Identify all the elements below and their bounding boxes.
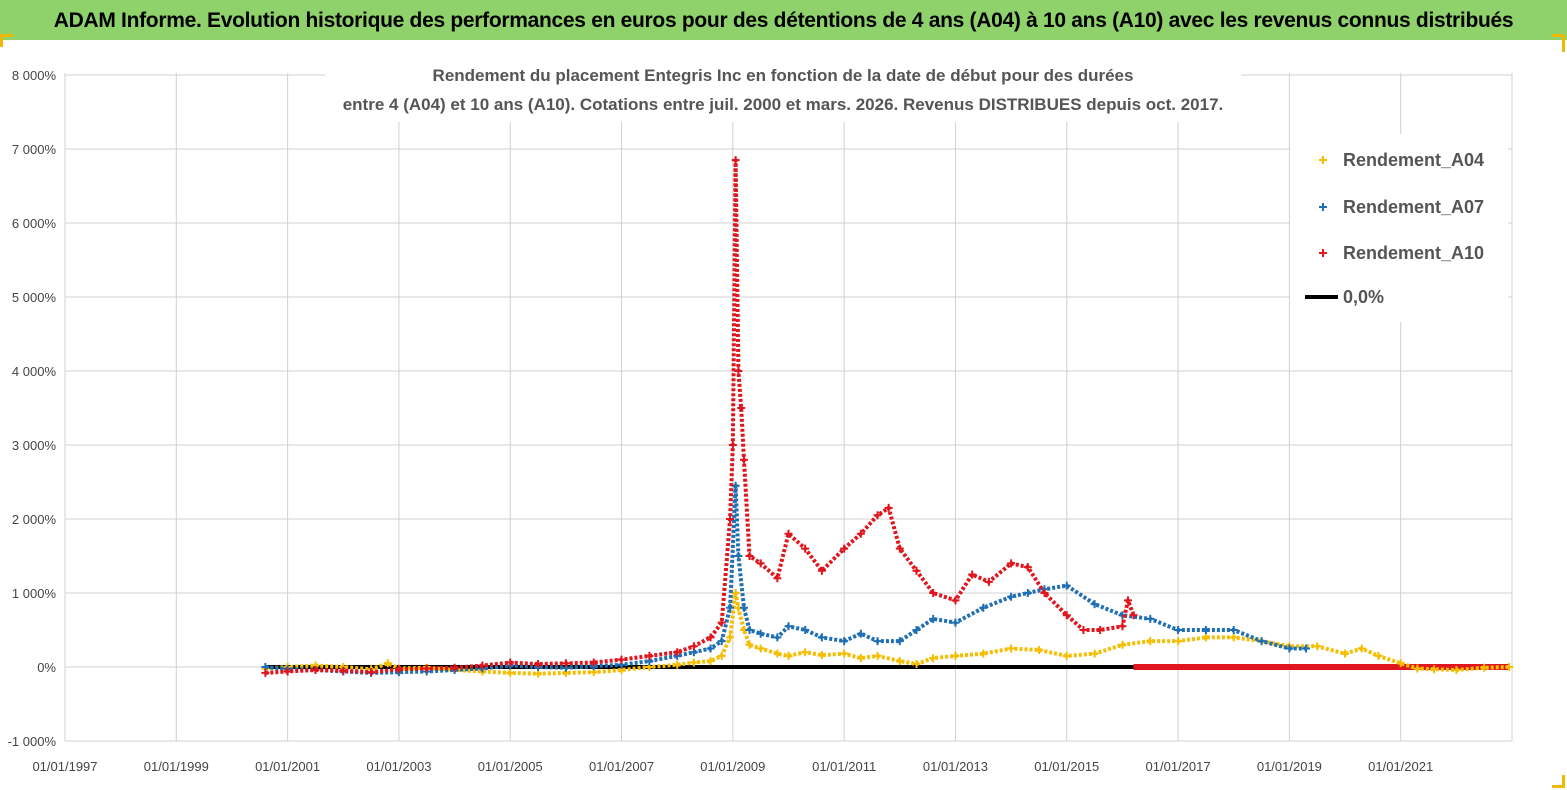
y-axis-labels: -1 000% 0% 1 000% 2 000% 3 000% 4 000% 5 000% 6… [8, 68, 57, 749]
x-tick-label: 01/01/2013 [923, 759, 988, 774]
x-tick-label: 01/01/2017 [1146, 759, 1211, 774]
y-tick-label: 8 000% [12, 68, 57, 83]
frame-corner [1562, 40, 1565, 52]
series-trace [265, 158, 1136, 675]
x-tick-label: 01/01/2019 [1257, 759, 1322, 774]
data-points [261, 156, 1514, 678]
legend-label: Rendement_A07 [1343, 197, 1484, 217]
x-tick-label: 01/01/1999 [144, 759, 209, 774]
frame-corner [1552, 775, 1565, 788]
legend-label: Rendement_A04 [1343, 150, 1484, 170]
x-tick-label: 01/01/2005 [478, 759, 543, 774]
x-tick-label: 01/01/2011 [812, 759, 876, 774]
series-trace [265, 591, 1510, 676]
x-tick-label: 01/01/2001 [255, 759, 320, 774]
series-rendement-a10 [261, 156, 1138, 677]
x-axis-labels: 01/01/1997 01/01/1999 01/01/2001 01/01/2003… [32, 759, 1433, 774]
y-tick-label: 6 000% [12, 216, 57, 231]
series-rendement-a07 [261, 481, 1311, 677]
title-banner [0, 0, 1567, 40]
y-tick-label: 5 000% [12, 290, 57, 305]
chart-title-box: Rendement du placement Entegris Inc en f… [325, 56, 1241, 122]
y-tick-label: 3 000% [12, 438, 57, 453]
chart-title-line1: Rendement du placement Entegris Inc en f… [433, 66, 1134, 85]
series-trace [265, 483, 1307, 675]
y-tick-label: 4 000% [12, 364, 57, 379]
legend-label: Rendement_A10 [1343, 243, 1484, 263]
x-tick-label: 01/01/1997 [32, 759, 97, 774]
y-tick-label: 2 000% [12, 512, 57, 527]
x-tick-label: 01/01/2015 [1034, 759, 1099, 774]
legend: Rendement_A04 Rendement_A07 Rendement_A10 0… [1290, 134, 1508, 322]
x-tick-label: 01/01/2003 [366, 759, 431, 774]
chart-title-line2: entre 4 (A04) et 10 ans (A10). Cotations… [343, 95, 1224, 114]
report-title: ADAM Informe. Evolution historique des p… [53, 9, 1514, 32]
y-tick-label: 7 000% [12, 142, 57, 157]
legend-label: 0,0% [1343, 287, 1384, 307]
y-tick-label: 0% [37, 660, 56, 675]
x-tick-label: 01/01/2009 [700, 759, 765, 774]
legend-marker [1319, 249, 1327, 257]
legend-marker [1319, 203, 1327, 211]
y-tick-label: 1 000% [12, 586, 57, 601]
x-tick-label: 01/01/2007 [589, 759, 654, 774]
x-tick-label: 01/01/2021 [1368, 759, 1433, 774]
legend-marker [1319, 156, 1327, 164]
frame-corner [0, 34, 13, 47]
y-tick-label: -1 000% [8, 734, 57, 749]
